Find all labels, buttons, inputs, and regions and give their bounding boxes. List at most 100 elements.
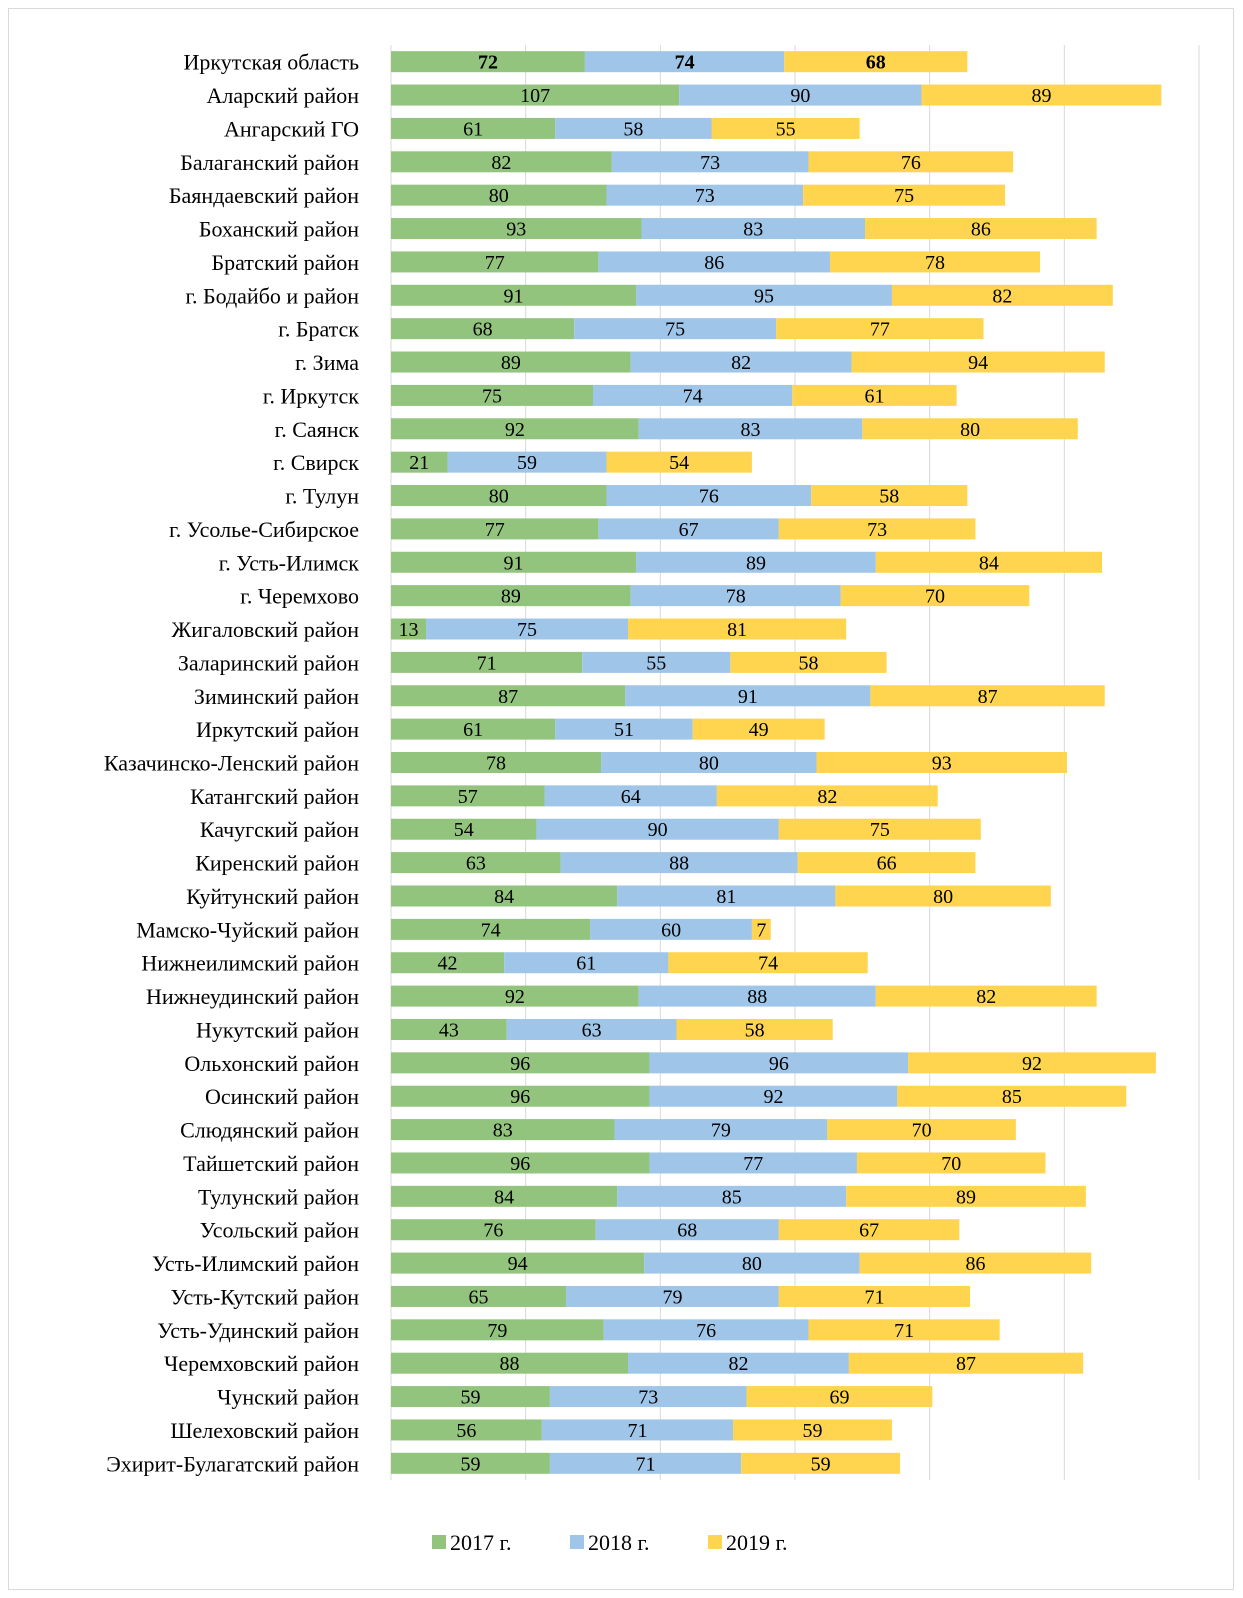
value-label: 96 bbox=[510, 1086, 530, 1108]
bar-segment bbox=[617, 1185, 847, 1207]
bar-segment bbox=[391, 785, 545, 807]
value-label: 80 bbox=[933, 886, 953, 908]
category-label: Иркутская область bbox=[184, 50, 359, 75]
bar-segment bbox=[891, 284, 1113, 306]
category-label: Эхирит-Булагатский район bbox=[106, 1451, 359, 1476]
bar-segment bbox=[636, 284, 892, 306]
value-label: 77 bbox=[485, 252, 505, 274]
value-label: 94 bbox=[968, 352, 988, 374]
value-label: 77 bbox=[870, 319, 890, 341]
category-label: Тайшетский район bbox=[183, 1151, 359, 1176]
bar-segment bbox=[649, 1052, 909, 1074]
bar-segment bbox=[601, 752, 817, 773]
bar-segment bbox=[582, 651, 731, 673]
bar-segment bbox=[827, 1119, 1016, 1141]
value-label: 90 bbox=[790, 85, 810, 107]
value-label: 80 bbox=[960, 419, 980, 441]
category-label: Аларский район bbox=[207, 83, 360, 108]
category-label: г. Тулун bbox=[285, 484, 359, 509]
bar-segment bbox=[908, 1052, 1156, 1074]
value-label: 85 bbox=[722, 1186, 742, 1208]
bar-segment bbox=[391, 818, 537, 840]
value-label: 93 bbox=[506, 219, 526, 241]
category-label: Казачинско-Ленский район bbox=[104, 751, 359, 776]
category-label: Иркутский район bbox=[196, 717, 359, 742]
legend-label: 2017 г. bbox=[450, 1530, 512, 1555]
bar-segment bbox=[676, 1018, 833, 1040]
bar-segment bbox=[391, 1319, 604, 1341]
category-label: Ангарский ГО bbox=[224, 116, 359, 141]
bar-segment bbox=[391, 918, 591, 940]
legend-label: 2018 г. bbox=[588, 1530, 650, 1555]
value-label: 80 bbox=[699, 753, 719, 775]
bar-segment bbox=[816, 752, 1068, 773]
value-label: 87 bbox=[956, 1353, 976, 1375]
bar-segment bbox=[751, 918, 771, 940]
bar-segment bbox=[606, 184, 804, 206]
category-label: Усольский район bbox=[200, 1218, 359, 1243]
bar-segment bbox=[506, 1018, 677, 1040]
bar-segment bbox=[846, 1185, 1086, 1207]
bar-segment bbox=[628, 618, 847, 640]
value-label: 80 bbox=[489, 185, 509, 207]
bar-segment bbox=[733, 1419, 892, 1441]
value-label: 83 bbox=[741, 419, 761, 441]
category-label: Усть-Удинский район bbox=[157, 1318, 359, 1343]
bar-segment bbox=[566, 1285, 779, 1307]
bar-segment bbox=[598, 251, 831, 273]
value-label: 73 bbox=[867, 519, 887, 541]
value-label: 63 bbox=[466, 853, 486, 875]
bar-segment bbox=[859, 1252, 1092, 1274]
value-label: 71 bbox=[636, 1453, 656, 1475]
value-label: 83 bbox=[743, 219, 763, 241]
category-labels: Иркутская область Аларский район Ангарский… bbox=[104, 50, 359, 1477]
value-label: 60 bbox=[661, 919, 681, 941]
bar-segment bbox=[716, 785, 938, 807]
category-label: Заларинский район bbox=[178, 650, 359, 675]
value-label: 91 bbox=[738, 686, 758, 708]
value-label: 89 bbox=[1031, 85, 1051, 107]
category-label: Нижнеилимский район bbox=[141, 951, 359, 976]
bar-segment bbox=[856, 1152, 1046, 1174]
category-label: Нижнеудинский район bbox=[146, 984, 359, 1009]
bar-segment bbox=[875, 985, 1097, 1007]
bar-segment bbox=[803, 184, 1006, 206]
value-label: 75 bbox=[482, 385, 502, 407]
value-label: 51 bbox=[614, 719, 634, 741]
bar-segment bbox=[630, 585, 841, 607]
bar-segment bbox=[598, 518, 779, 540]
value-label: 73 bbox=[700, 152, 720, 174]
legend-swatch bbox=[708, 1535, 722, 1549]
bar-segment bbox=[555, 718, 693, 740]
bar-segment bbox=[391, 952, 505, 974]
bar-segment bbox=[391, 1386, 550, 1408]
value-label: 71 bbox=[627, 1420, 647, 1442]
bar-segment bbox=[391, 1252, 645, 1274]
value-label: 67 bbox=[859, 1220, 879, 1242]
bar-segment bbox=[730, 651, 887, 673]
bar-segment bbox=[391, 184, 607, 206]
bar-segment bbox=[692, 718, 825, 740]
legend-swatch bbox=[570, 1535, 584, 1549]
bar-segment bbox=[593, 384, 793, 406]
value-label: 55 bbox=[646, 652, 666, 674]
bar-segment bbox=[391, 318, 575, 340]
value-label: 64 bbox=[621, 786, 641, 808]
value-label: 86 bbox=[971, 219, 991, 241]
value-label: 79 bbox=[487, 1320, 507, 1342]
value-label: 74 bbox=[675, 52, 695, 74]
value-label: 78 bbox=[486, 753, 506, 775]
value-label: 74 bbox=[683, 385, 703, 407]
value-label: 84 bbox=[494, 1186, 514, 1208]
value-label: 49 bbox=[749, 719, 769, 741]
bar-segment bbox=[391, 1219, 596, 1241]
bar-segment bbox=[391, 151, 612, 173]
value-label: 91 bbox=[504, 285, 524, 307]
bar-segment bbox=[391, 117, 556, 139]
category-label: Усть-Кутский район bbox=[171, 1284, 360, 1309]
bar-segment bbox=[391, 685, 626, 707]
value-label: 82 bbox=[976, 986, 996, 1008]
value-label: 59 bbox=[517, 452, 537, 474]
